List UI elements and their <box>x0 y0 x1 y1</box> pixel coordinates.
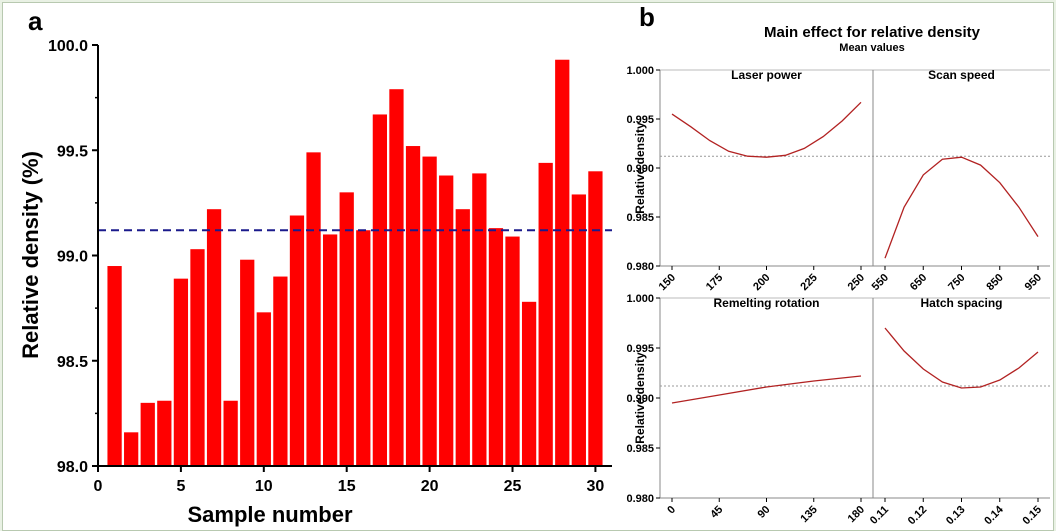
bar <box>223 400 238 466</box>
x-tick-label: 0.12 <box>906 504 930 528</box>
y-tick-label: 98.0 <box>57 459 88 476</box>
bar <box>372 114 388 466</box>
x-tick-label: 225 <box>798 272 819 293</box>
y-tick-label: 1.000 <box>626 293 654 305</box>
bar <box>455 209 470 466</box>
bar <box>422 156 437 466</box>
chart-b-bottom-y-axis-title: Relative density <box>633 352 647 444</box>
bar <box>505 236 520 466</box>
bar <box>488 228 504 466</box>
bar <box>439 175 454 466</box>
x-tick-label: 25 <box>504 478 522 495</box>
y-tick-label: 99.0 <box>57 249 88 266</box>
x-tick-label: 10 <box>255 478 273 495</box>
bar <box>472 173 487 466</box>
x-tick-label: 0.11 <box>868 504 891 527</box>
panel-title: Hatch spacing <box>920 296 1002 310</box>
y-tick-label: 0.980 <box>626 261 654 273</box>
y-tick-label: 0.985 <box>626 443 654 455</box>
x-tick-label: 45 <box>708 504 725 521</box>
x-tick-label: 90 <box>755 504 772 521</box>
bar <box>339 192 354 466</box>
bar <box>190 249 205 466</box>
panel-title: Remelting rotation <box>713 296 819 310</box>
x-tick-label: 750 <box>946 272 967 293</box>
x-tick-label: 250 <box>846 272 867 293</box>
bar <box>140 402 155 466</box>
x-tick-label: 5 <box>176 478 185 495</box>
bar <box>389 89 404 466</box>
bar <box>240 259 255 466</box>
y-tick-label: 0.990 <box>626 393 654 405</box>
bar <box>521 301 537 466</box>
x-tick-label: 30 <box>587 478 605 495</box>
effect-line <box>671 101 862 158</box>
x-tick-label: 20 <box>421 478 439 495</box>
panel-title: Laser power <box>731 68 802 82</box>
y-tick-label: 0.990 <box>626 163 654 175</box>
panel-b-label: b <box>639 2 655 32</box>
x-tick-label: 175 <box>704 272 725 293</box>
x-tick-label: 180 <box>846 504 867 525</box>
chart-a: 98.0 98.5 99.0 99.5 100.0 0 5 10 15 20 25 30 <box>48 38 612 495</box>
bar <box>322 234 338 466</box>
bar <box>588 171 603 467</box>
x-tick-label: 950 <box>1023 272 1044 293</box>
bar <box>306 152 321 467</box>
x-tick-label: 150 <box>657 272 678 293</box>
bar <box>157 400 172 466</box>
chart-b-top-y-axis-title: Relative density <box>633 122 647 214</box>
bar <box>538 162 553 466</box>
y-tick-label: 0.995 <box>626 114 654 126</box>
y-tick-label: 99.5 <box>57 143 88 160</box>
x-tick-label: 0.13 <box>944 504 968 528</box>
chart-a-y-axis-title: Relative density (%) <box>18 151 43 359</box>
x-tick-label: 850 <box>984 272 1005 293</box>
effect-line <box>671 375 862 404</box>
x-tick-label: 0.15 <box>1020 504 1044 528</box>
bar <box>107 266 122 466</box>
x-tick-label: 135 <box>798 504 819 525</box>
x-tick-label: 0.14 <box>982 503 1006 527</box>
x-tick-label: 15 <box>338 478 356 495</box>
panel-a-label: a <box>28 6 43 36</box>
x-tick-label: 0 <box>94 478 103 495</box>
y-tick-label: 0.995 <box>626 343 654 355</box>
bar <box>356 230 371 466</box>
y-tick-label: 1.000 <box>626 65 654 77</box>
chart-a-x-axis-title: Sample number <box>187 502 352 527</box>
panel-title: Scan speed <box>928 68 995 82</box>
bar <box>173 278 189 466</box>
y-tick-label: 100.0 <box>48 38 88 55</box>
bar <box>273 276 288 466</box>
bar <box>256 312 271 466</box>
y-tick-label: 0.980 <box>626 493 654 505</box>
bar <box>289 215 305 466</box>
x-tick-label: 650 <box>908 272 929 293</box>
bar <box>405 146 421 467</box>
x-tick-label: 0 <box>665 504 678 517</box>
bar <box>206 209 222 466</box>
bar <box>124 432 139 466</box>
chart-b-title: Main effect for relative density <box>764 24 981 41</box>
effect-line <box>884 156 1039 259</box>
x-tick-label: 550 <box>870 272 891 293</box>
effect-line <box>884 327 1039 389</box>
bar <box>555 59 570 467</box>
bar <box>571 194 586 466</box>
y-tick-label: 0.985 <box>626 212 654 224</box>
y-tick-label: 98.5 <box>57 354 88 371</box>
chart-b-subtitle: Mean values <box>839 42 904 54</box>
x-tick-label: 200 <box>751 272 772 293</box>
